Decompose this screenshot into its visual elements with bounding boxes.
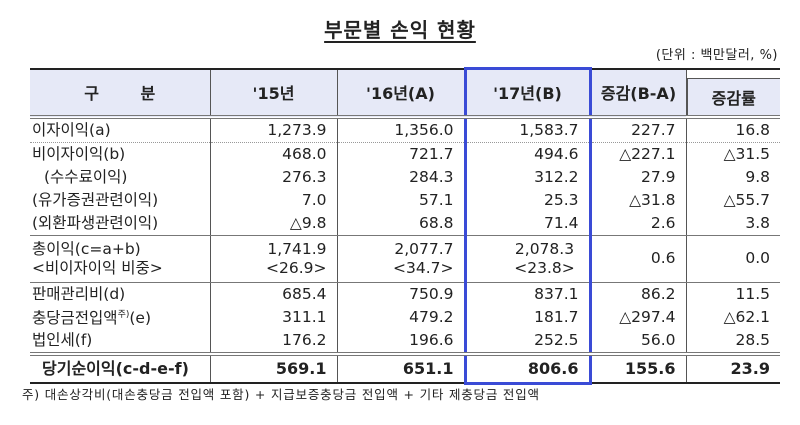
cell-rate: △62.1	[685, 305, 780, 329]
header-2015: '15년	[209, 67, 337, 119]
cell-change: △297.4	[589, 305, 686, 329]
cell-2015: △9.8	[209, 211, 337, 236]
table-row-net-income: 당기순이익(c-d-e-f) 569.1 651.1 806.6 155.6 2…	[30, 353, 780, 385]
footnote: 주) 대손상각비(대손충당금 전입액 포함) + 지급보증충당금 전입액 + 기…	[22, 387, 540, 402]
cell-change: 27.9	[589, 165, 686, 189]
cell-change: 56.0	[589, 328, 686, 356]
share-value: <34.7>	[393, 258, 454, 277]
cell-rate: △55.7	[685, 188, 780, 212]
share-value: <23.8>	[514, 258, 575, 277]
row-label-line1: 총이익(c=a+b)	[32, 239, 141, 258]
table-row: (외환파생관련이익) △9.8 68.8 71.4 2.6 3.8	[30, 211, 780, 236]
table-row: (수수료이익) 276.3 284.3 312.2 27.9 9.8	[30, 165, 780, 189]
cell-2016: 651.1	[336, 353, 465, 384]
unit-label: (단위 : 백만달러, %)	[655, 48, 778, 63]
table-row: 법인세(f) 176.2 196.6 252.5 56.0 28.5	[30, 328, 780, 356]
cell-2017: 2,078.3 <23.8>	[463, 235, 592, 283]
table-row: 충당금전입액주)(e) 311.1 479.2 181.7 △297.4 △62…	[30, 305, 780, 329]
row-label: 이자이익(a)	[30, 116, 210, 143]
row-label: 충당금전입액주)(e)	[30, 306, 210, 329]
title-text: 부문별 손익 현황	[324, 18, 476, 42]
cell-change: 86.2	[589, 282, 686, 306]
cell-change: 2.6	[589, 211, 686, 236]
header-category: 구 분	[30, 67, 210, 119]
cell-2016: 2,077.7 <34.7>	[336, 235, 465, 283]
header-change-rate-label: 증감률	[686, 77, 780, 115]
cell-2017: 837.1	[463, 282, 592, 306]
row-label: (수수료이익)	[44, 167, 128, 186]
table-row: 비이자이익(b) 468.0 721.7 494.6 △227.1 △31.5	[30, 142, 780, 166]
table-row-total-income: 총이익(c=a+b) <비이자이익 비중> 1,741.9 <26.9> 2,0…	[30, 235, 780, 283]
cell-2015: 569.1	[209, 353, 337, 384]
cell-rate: 9.8	[685, 165, 780, 189]
profit-loss-table: 구 분 '15년 '16년(A) '17년(B) 증감(B-A) 증감률 이자이…	[30, 67, 780, 385]
cell-2016: 68.8	[336, 211, 465, 236]
cell-2015: 276.3	[209, 165, 337, 189]
value: 2,078.3	[514, 239, 575, 258]
cell-2015: 7.0	[209, 188, 337, 212]
cell-2016: 750.9	[336, 282, 465, 306]
cell-2015: 1,741.9 <26.9>	[209, 235, 337, 283]
cell-2016: 284.3	[336, 165, 465, 189]
cell-2016: 57.1	[336, 188, 465, 212]
row-label: 당기순이익(c-d-e-f)	[30, 353, 210, 384]
value: 2,077.7	[394, 239, 454, 258]
cell-rate: 3.8	[685, 211, 780, 236]
cell-rate: △31.5	[685, 142, 780, 166]
cell-2016: 721.7	[336, 142, 465, 166]
row-label: 판매관리비(d)	[32, 284, 126, 303]
cell-change: △227.1	[589, 142, 686, 166]
cell-2015: 1,273.9	[209, 116, 337, 143]
row-label: 법인세(f)	[30, 328, 210, 356]
cell-rate: 0.0	[685, 235, 780, 283]
label-suffix: (e)	[129, 309, 151, 328]
row-label: 총이익(c=a+b) <비이자이익 비중>	[30, 235, 210, 283]
footnote-marker: 주)	[117, 309, 130, 320]
cell-2015: 685.4	[209, 282, 337, 306]
value: 1,741.9	[267, 239, 327, 258]
cell-2017: 252.5	[463, 328, 592, 356]
page-title: 부문별 손익 현황	[0, 14, 800, 43]
cell-rate: 23.9	[685, 353, 780, 384]
cell-2017: 25.3	[463, 188, 592, 212]
cell-2015: 468.0	[209, 142, 337, 166]
table-row: 이자이익(a) 1,273.9 1,356.0 1,583.7 227.7 16…	[30, 116, 780, 143]
cell-2015: 311.1	[209, 305, 337, 329]
header-change-rate: 증감률	[685, 67, 780, 119]
cell-change: 0.6	[589, 235, 686, 283]
table-row: (유가증권관련이익) 7.0 57.1 25.3 △31.8 △55.7	[30, 188, 780, 212]
cell-2017: 1,583.7	[463, 116, 592, 143]
cell-2017: 71.4	[463, 211, 592, 236]
cell-change: 155.6	[589, 353, 686, 384]
cell-2017: 494.6	[463, 142, 592, 166]
cell-change: △31.8	[589, 188, 686, 212]
cell-2017: 806.6	[463, 353, 592, 385]
cell-2016: 1,356.0	[336, 116, 465, 143]
row-label: 비이자이익(b)	[32, 144, 126, 163]
row-label-line2: <비이자이익 비중>	[32, 258, 163, 277]
cell-2016: 196.6	[336, 328, 465, 356]
cell-2017: 181.7	[463, 305, 592, 329]
header-2016: '16년(A)	[336, 67, 465, 119]
row-label: (외환파생관련이익)	[30, 211, 210, 236]
share-value: <26.9>	[266, 258, 327, 277]
header-change: 증감(B-A)	[589, 67, 686, 119]
cell-rate: 16.8	[685, 116, 780, 143]
cell-2015: 176.2	[209, 328, 337, 356]
cell-change: 227.7	[589, 116, 686, 143]
cell-rate: 11.5	[685, 282, 780, 306]
header-2017: '17년(B)	[463, 67, 592, 119]
cell-2016: 479.2	[336, 305, 465, 329]
cell-rate: 28.5	[685, 328, 780, 356]
header-row: 구 분 '15년 '16년(A) '17년(B) 증감(B-A) 증감률	[30, 67, 780, 119]
table-row: 판매관리비(d) 685.4 750.9 837.1 86.2 11.5	[30, 282, 780, 306]
cell-2017: 312.2	[463, 165, 592, 189]
row-label: (유가증권관련이익)	[32, 190, 159, 209]
label-text: 충당금전입액	[32, 309, 118, 328]
